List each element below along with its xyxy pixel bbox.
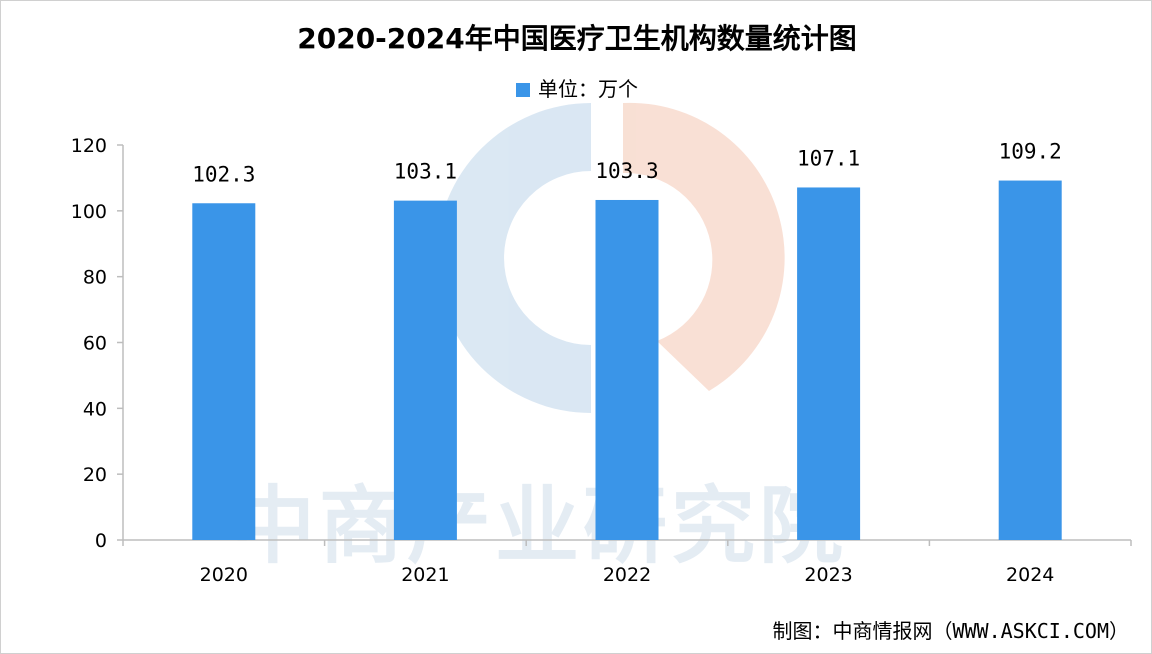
label-layer: 102.3 2020 103.1 2021 103.3 2022 107.1 2023 109.…: [192, 140, 1062, 586]
data-label-2022: 103.3: [595, 159, 658, 183]
watermark-text: 中商产业研究院: [231, 477, 848, 575]
y-tick-label: 60: [83, 333, 107, 355]
data-label-2024: 109.2: [999, 140, 1062, 164]
y-tick-label: 120: [71, 135, 107, 157]
legend-swatch: [516, 83, 530, 97]
y-tick-label: 0: [95, 530, 107, 552]
bar-2023: [797, 187, 861, 540]
y-tick-label: 100: [71, 201, 107, 223]
y-tick-label: 80: [83, 267, 107, 289]
bar-2020: [192, 203, 256, 540]
x-tick-label-2023: 2023: [804, 564, 852, 586]
bar-layer: [192, 180, 1062, 541]
y-tick-label: 40: [83, 398, 107, 420]
bar-2022: [595, 199, 659, 541]
source-credit: 制图：中商情报网（WWW.ASKCI.COM）: [772, 619, 1129, 643]
x-tick-label-2021: 2021: [401, 564, 449, 586]
watermark-logo-blue-arc: [436, 103, 591, 413]
data-label-2020: 102.3: [192, 162, 255, 186]
legend-label: 单位：万个: [538, 77, 638, 101]
chart-title: 2020-2024年中国医疗卫生机构数量统计图: [297, 22, 857, 55]
x-tick-label-2022: 2022: [603, 564, 651, 586]
watermark-logo: [436, 102, 785, 413]
x-tick-label-2024: 2024: [1006, 564, 1054, 586]
data-label-2021: 103.1: [394, 160, 457, 184]
bar-2021: [393, 200, 457, 541]
x-tick-label-2020: 2020: [200, 564, 248, 586]
watermark-logo-orange-arc: [623, 102, 785, 391]
bar-2024: [998, 180, 1062, 541]
data-label-2023: 107.1: [797, 146, 860, 170]
legend: 单位：万个: [1, 73, 1152, 102]
y-tick-label: 20: [83, 464, 107, 486]
